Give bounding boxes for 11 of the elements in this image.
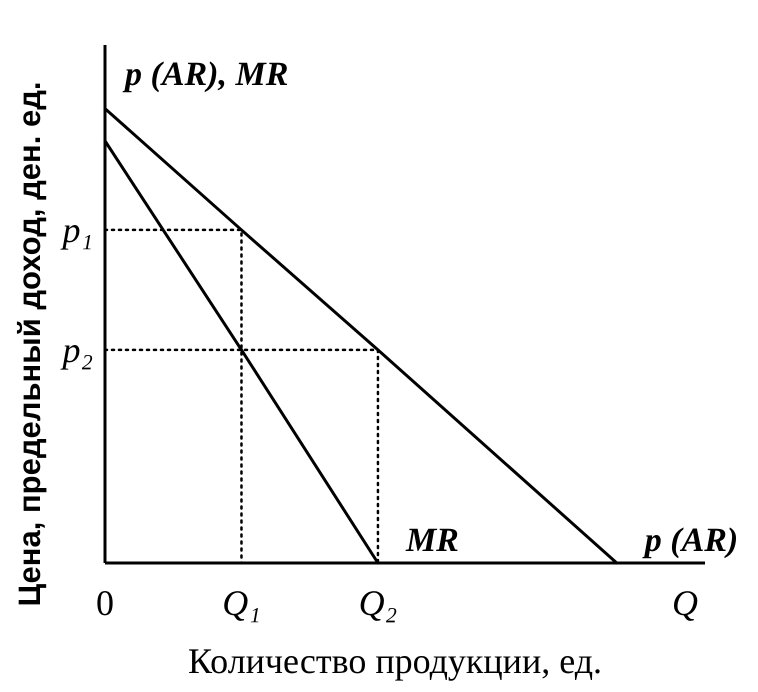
series-label: p₂: [59, 330, 93, 370]
y-axis-title: Цена, предельный доход, ден. ед.: [12, 81, 47, 607]
x-axis-title: Количество продукции, ед.: [188, 641, 602, 681]
x-tick-label: 0: [96, 583, 114, 623]
x-tick-label: Q₂: [358, 583, 398, 623]
text: p (AR), MR: [122, 56, 288, 93]
x-tick-label: Q₁: [222, 583, 261, 623]
x-tick-label: Q: [672, 583, 698, 623]
series-label: p₁: [59, 210, 93, 250]
series-label: p (AR): [642, 522, 738, 559]
series-label: MR: [404, 522, 459, 559]
